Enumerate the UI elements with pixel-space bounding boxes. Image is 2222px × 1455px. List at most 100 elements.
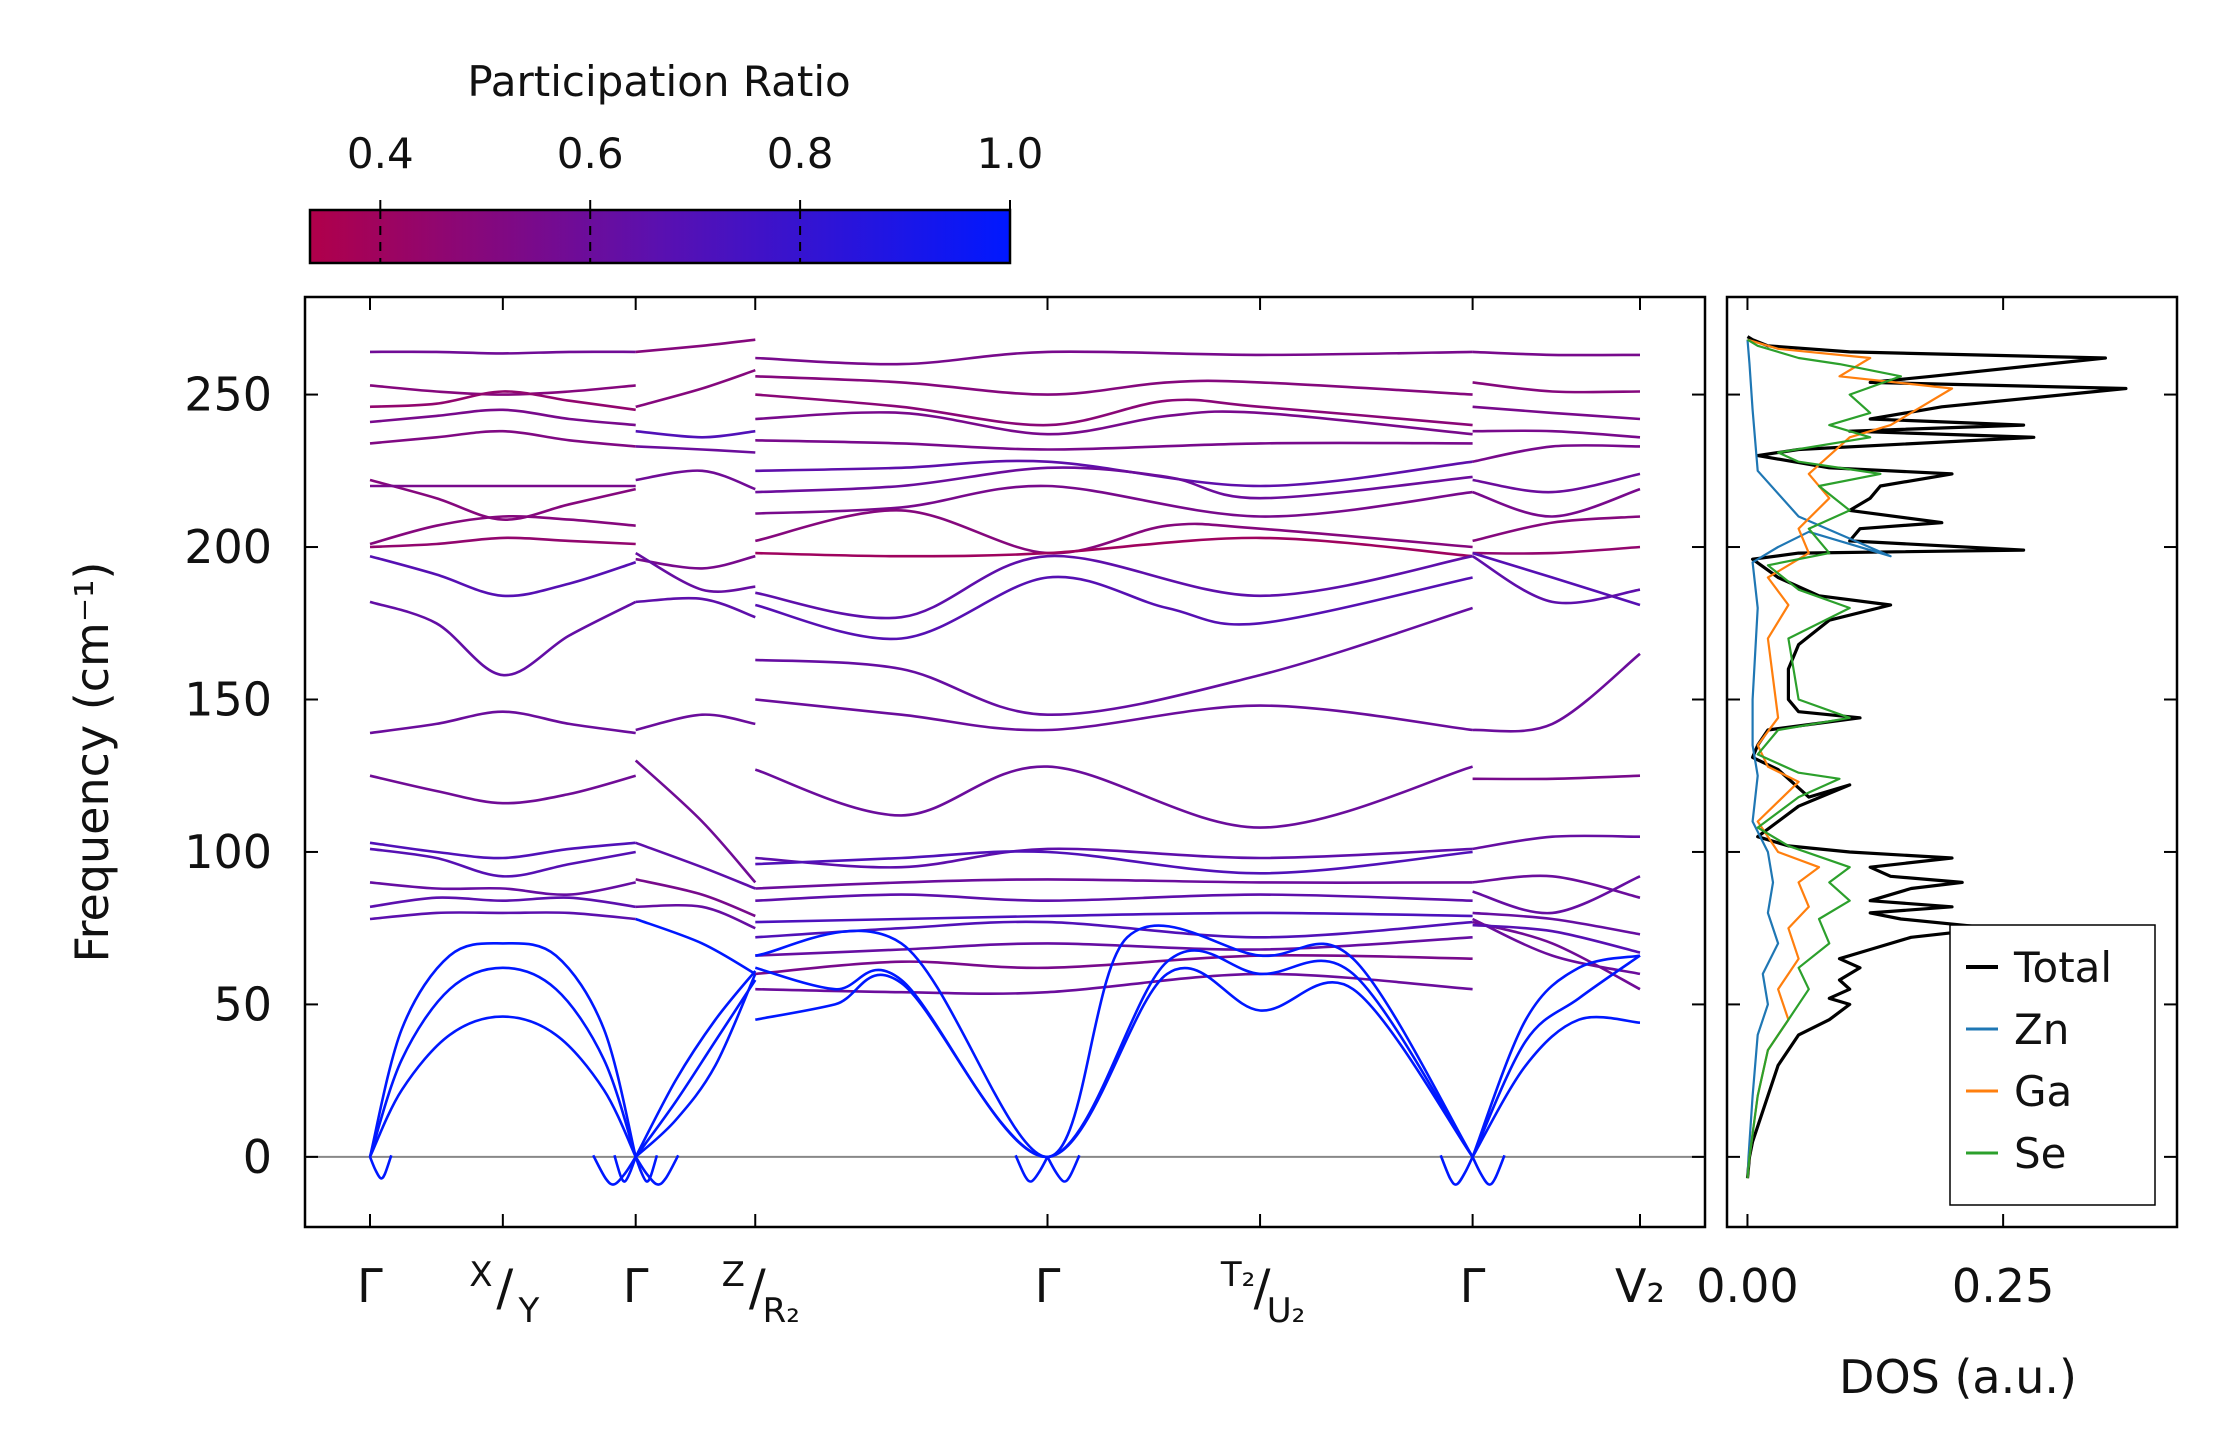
band-y-tick-label: 150: [184, 672, 272, 726]
band-x-tick-label-sub: Y: [517, 1291, 539, 1331]
dos-x-axis-title: DOS (a.u.): [1839, 1350, 2077, 1404]
band-branch: [369, 841, 636, 860]
band-branch: [755, 966, 1474, 1159]
dos-x-tick-label: 0.00: [1696, 1259, 1798, 1313]
band-branch: [635, 903, 756, 930]
band-branch: [755, 606, 1473, 717]
band-branch: [1472, 923, 1641, 954]
band-branch: [1472, 551, 1641, 607]
band-x-tick-label-sub: R₂: [763, 1291, 800, 1331]
colorbar-tick-label: 0.6: [557, 129, 624, 178]
colorbar-title: Participation Ratio: [467, 57, 850, 106]
band-y-tick-label: 200: [184, 520, 272, 574]
band-branch: [369, 881, 636, 897]
band-branch: [634, 759, 757, 884]
band-branch: [369, 390, 636, 412]
imaginary-mode-branch: [1014, 1154, 1049, 1183]
band-branch: [755, 893, 1473, 902]
band-branch: [635, 338, 756, 354]
band-branch: [369, 896, 636, 909]
band-branch: [755, 509, 1473, 555]
band-branch: [754, 765, 1473, 829]
legend-label-total: Total: [2013, 943, 2112, 992]
band-branch: [1472, 472, 1641, 494]
band-branch: [635, 596, 756, 619]
imaginary-mode-branch: [613, 1154, 637, 1183]
legend-label-se: Se: [2014, 1129, 2067, 1178]
band-branch: [755, 466, 1473, 500]
band-branch: [755, 936, 1473, 957]
band-x-tick-label: V₂: [1615, 1259, 1665, 1313]
band-branch: [755, 350, 1473, 366]
dos-x-tick-label: 0.25: [1952, 1259, 2054, 1313]
band-x-tick-label: Γ: [357, 1259, 383, 1313]
colorbar-strip: [308, 208, 1012, 265]
colorbar-ticks: 0.4 0.6 0.8 1.0: [347, 129, 1043, 263]
band-branch: [635, 917, 756, 976]
dos-series-se: [1746, 338, 1902, 1179]
band-branch: [755, 850, 1473, 875]
colorbar-tick-label: 0.8: [767, 129, 834, 178]
band-branch: [369, 600, 637, 677]
band-x-tick-label: Γ: [1035, 1259, 1061, 1313]
band-branch: [1472, 429, 1641, 439]
band-x-tick-label-sup: T₂: [1220, 1255, 1255, 1295]
dos-lines: [1745, 335, 2128, 1179]
band-branch: [755, 911, 1473, 924]
band-branch: [369, 847, 636, 878]
band-branch: [369, 384, 636, 396]
band-branch: [755, 953, 1473, 976]
band-branch: [1472, 487, 1641, 518]
band-branch: [635, 368, 756, 409]
band-branch: [369, 554, 637, 598]
band-branch: [1472, 875, 1641, 915]
colorbar: Participation Ratio 0.4 0.6 0.8 1.0: [308, 57, 1043, 265]
band-branch: [754, 949, 1474, 1159]
band-y-tick-label: 250: [184, 368, 272, 422]
band-branch: [369, 478, 636, 521]
band-branch: [1472, 652, 1641, 733]
band-branch: [1472, 545, 1641, 555]
band-branch: [755, 878, 1473, 890]
band-x-tick-label: Γ: [1460, 1259, 1486, 1313]
band-branch: [755, 575, 1473, 641]
imaginary-mode-branch: [634, 1154, 680, 1186]
dos-series-zn: [1746, 339, 1892, 1179]
legend-label-ga: Ga: [2014, 1067, 2072, 1116]
band-branch: [1472, 874, 1641, 899]
band-branch: [755, 554, 1473, 620]
dos-panel-frame: [1725, 295, 2179, 1229]
band-branch: [369, 514, 636, 546]
band-branch: [755, 410, 1473, 436]
band-branch: [1471, 555, 1641, 605]
band-branch: [1472, 443, 1641, 463]
band-branch: [1472, 350, 1641, 357]
band-y-ticks: 0 50 100 150 200 250: [184, 368, 1705, 1184]
band-branch: [755, 393, 1473, 427]
colorbar-tick-label: 1.0: [977, 129, 1044, 178]
imaginary-mode-branch: [1439, 1154, 1474, 1186]
band-branch: [369, 429, 636, 448]
band-branch: [755, 924, 1474, 1159]
band-branch: [1472, 405, 1641, 421]
band-branch: [369, 710, 636, 735]
band-branch: [755, 920, 1473, 939]
band-branch: [635, 429, 756, 439]
band-x-tick-label-sub: U₂: [1267, 1291, 1306, 1331]
band-branch: [368, 966, 637, 1158]
band-branch: [635, 841, 756, 890]
band-x-tick-label-slash: /: [1254, 1259, 1271, 1317]
band-y-tick-label: 0: [243, 1130, 272, 1184]
band-branch: [755, 459, 1473, 488]
band-branch: [1471, 954, 1641, 1158]
band-branch: [634, 973, 757, 1158]
band-branch: [1472, 834, 1641, 851]
band-branch: [755, 847, 1473, 869]
band-y-tick-label: 100: [184, 825, 272, 879]
band-branch: [1471, 1015, 1641, 1158]
band-branch: [635, 878, 756, 918]
band-y-axis-title: Frequency (cm⁻¹): [65, 562, 119, 963]
band-x-tick-label-sup: X: [469, 1255, 492, 1295]
